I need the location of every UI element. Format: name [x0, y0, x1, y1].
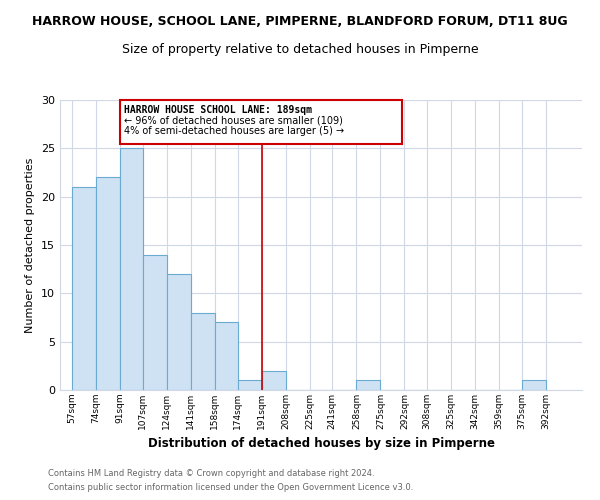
- X-axis label: Distribution of detached houses by size in Pimperne: Distribution of detached houses by size …: [148, 438, 494, 450]
- Bar: [356, 380, 380, 390]
- Bar: [191, 312, 215, 390]
- Bar: [143, 254, 167, 390]
- Bar: [72, 187, 96, 390]
- Bar: [522, 380, 546, 390]
- Text: HARROW HOUSE, SCHOOL LANE, PIMPERNE, BLANDFORD FORUM, DT11 8UG: HARROW HOUSE, SCHOOL LANE, PIMPERNE, BLA…: [32, 15, 568, 28]
- Y-axis label: Number of detached properties: Number of detached properties: [25, 158, 35, 332]
- Bar: [120, 148, 143, 390]
- Text: Contains HM Land Registry data © Crown copyright and database right 2024.: Contains HM Land Registry data © Crown c…: [48, 468, 374, 477]
- Text: Size of property relative to detached houses in Pimperne: Size of property relative to detached ho…: [122, 42, 478, 56]
- Text: Contains public sector information licensed under the Open Government Licence v3: Contains public sector information licen…: [48, 484, 413, 492]
- Text: ← 96% of detached houses are smaller (109): ← 96% of detached houses are smaller (10…: [124, 116, 343, 126]
- Bar: [262, 370, 286, 390]
- Bar: [96, 178, 120, 390]
- Text: 4% of semi-detached houses are larger (5) →: 4% of semi-detached houses are larger (5…: [124, 126, 344, 136]
- FancyBboxPatch shape: [120, 100, 401, 144]
- Bar: [167, 274, 191, 390]
- Bar: [238, 380, 262, 390]
- Text: HARROW HOUSE SCHOOL LANE: 189sqm: HARROW HOUSE SCHOOL LANE: 189sqm: [124, 105, 313, 115]
- Bar: [215, 322, 238, 390]
